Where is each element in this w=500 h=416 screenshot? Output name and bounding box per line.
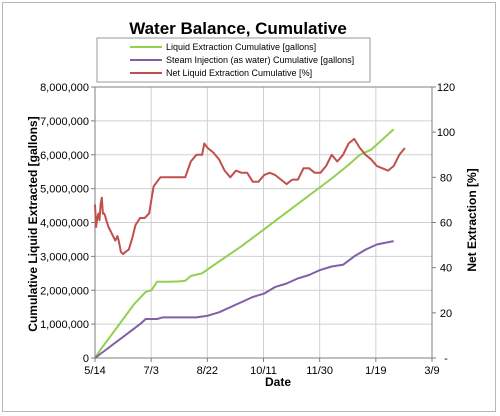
gridlines <box>95 87 432 358</box>
legend-entry: Liquid Extraction Cumulative [gallons] <box>166 42 316 52</box>
y2-tick-label: 80 <box>440 172 452 184</box>
y-tick-label: 0 <box>83 353 89 365</box>
series-lines <box>94 128 406 359</box>
x-axis-ticks: 5/14 7/3 8/22 10/11 11/30 1/19 3/9 <box>84 358 440 377</box>
legend-entry: Steam Injection (as water) Cumulative [g… <box>166 55 354 65</box>
y-tick-label: 4,000,000 <box>40 218 89 230</box>
y-axis-left-ticks: 0 1,000,000 2,000,000 3,000,000 4,000,000 5,0… <box>40 82 95 365</box>
y-axis-right-title: Net Extraction [%] <box>465 168 479 271</box>
x-tick-label: 11/30 <box>306 365 333 377</box>
y2-tick-label: 60 <box>440 218 452 230</box>
chart-title: Water Balance, Cumulative <box>129 19 347 38</box>
y2-tick-label: 120 <box>437 82 455 94</box>
y-tick-label: 3,000,000 <box>40 251 89 263</box>
y2-tick-label: 20 <box>440 308 452 320</box>
series-line-net-extraction <box>94 137 406 256</box>
legend-entry: Net Liquid Extraction Cumulative [%] <box>166 68 312 78</box>
series-line-liquid-extraction <box>94 128 395 359</box>
x-tick-label: 8/22 <box>197 365 218 377</box>
y-tick-label: 5,000,000 <box>40 184 89 196</box>
y-tick-label: 8,000,000 <box>40 82 89 94</box>
x-tick-label: 10/11 <box>250 365 277 377</box>
y2-tick-label: 100 <box>437 127 455 139</box>
y-axis-left-title: Cumulative Liquid Extracted [gallons] <box>26 116 40 331</box>
x-tick-label: 5/14 <box>84 365 105 377</box>
x-axis-title: Date <box>265 375 291 389</box>
series-line-steam-injection <box>94 240 394 359</box>
legend: Liquid Extraction Cumulative [gallons] St… <box>96 37 371 83</box>
y-tick-label: 6,000,000 <box>40 150 89 162</box>
y-tick-label: 1,000,000 <box>40 319 89 331</box>
y2-tick-label: 40 <box>440 263 452 275</box>
y-tick-label: 2,000,000 <box>40 285 89 297</box>
x-tick-label: 7/3 <box>144 365 159 377</box>
y2-tick-label: - <box>444 353 448 365</box>
y-tick-label: 7,000,000 <box>40 116 89 128</box>
x-tick-label: 3/9 <box>424 365 439 377</box>
x-tick-label: 1/19 <box>365 365 386 377</box>
y-axis-right-ticks: - 20 40 60 80 100 120 <box>432 82 455 365</box>
